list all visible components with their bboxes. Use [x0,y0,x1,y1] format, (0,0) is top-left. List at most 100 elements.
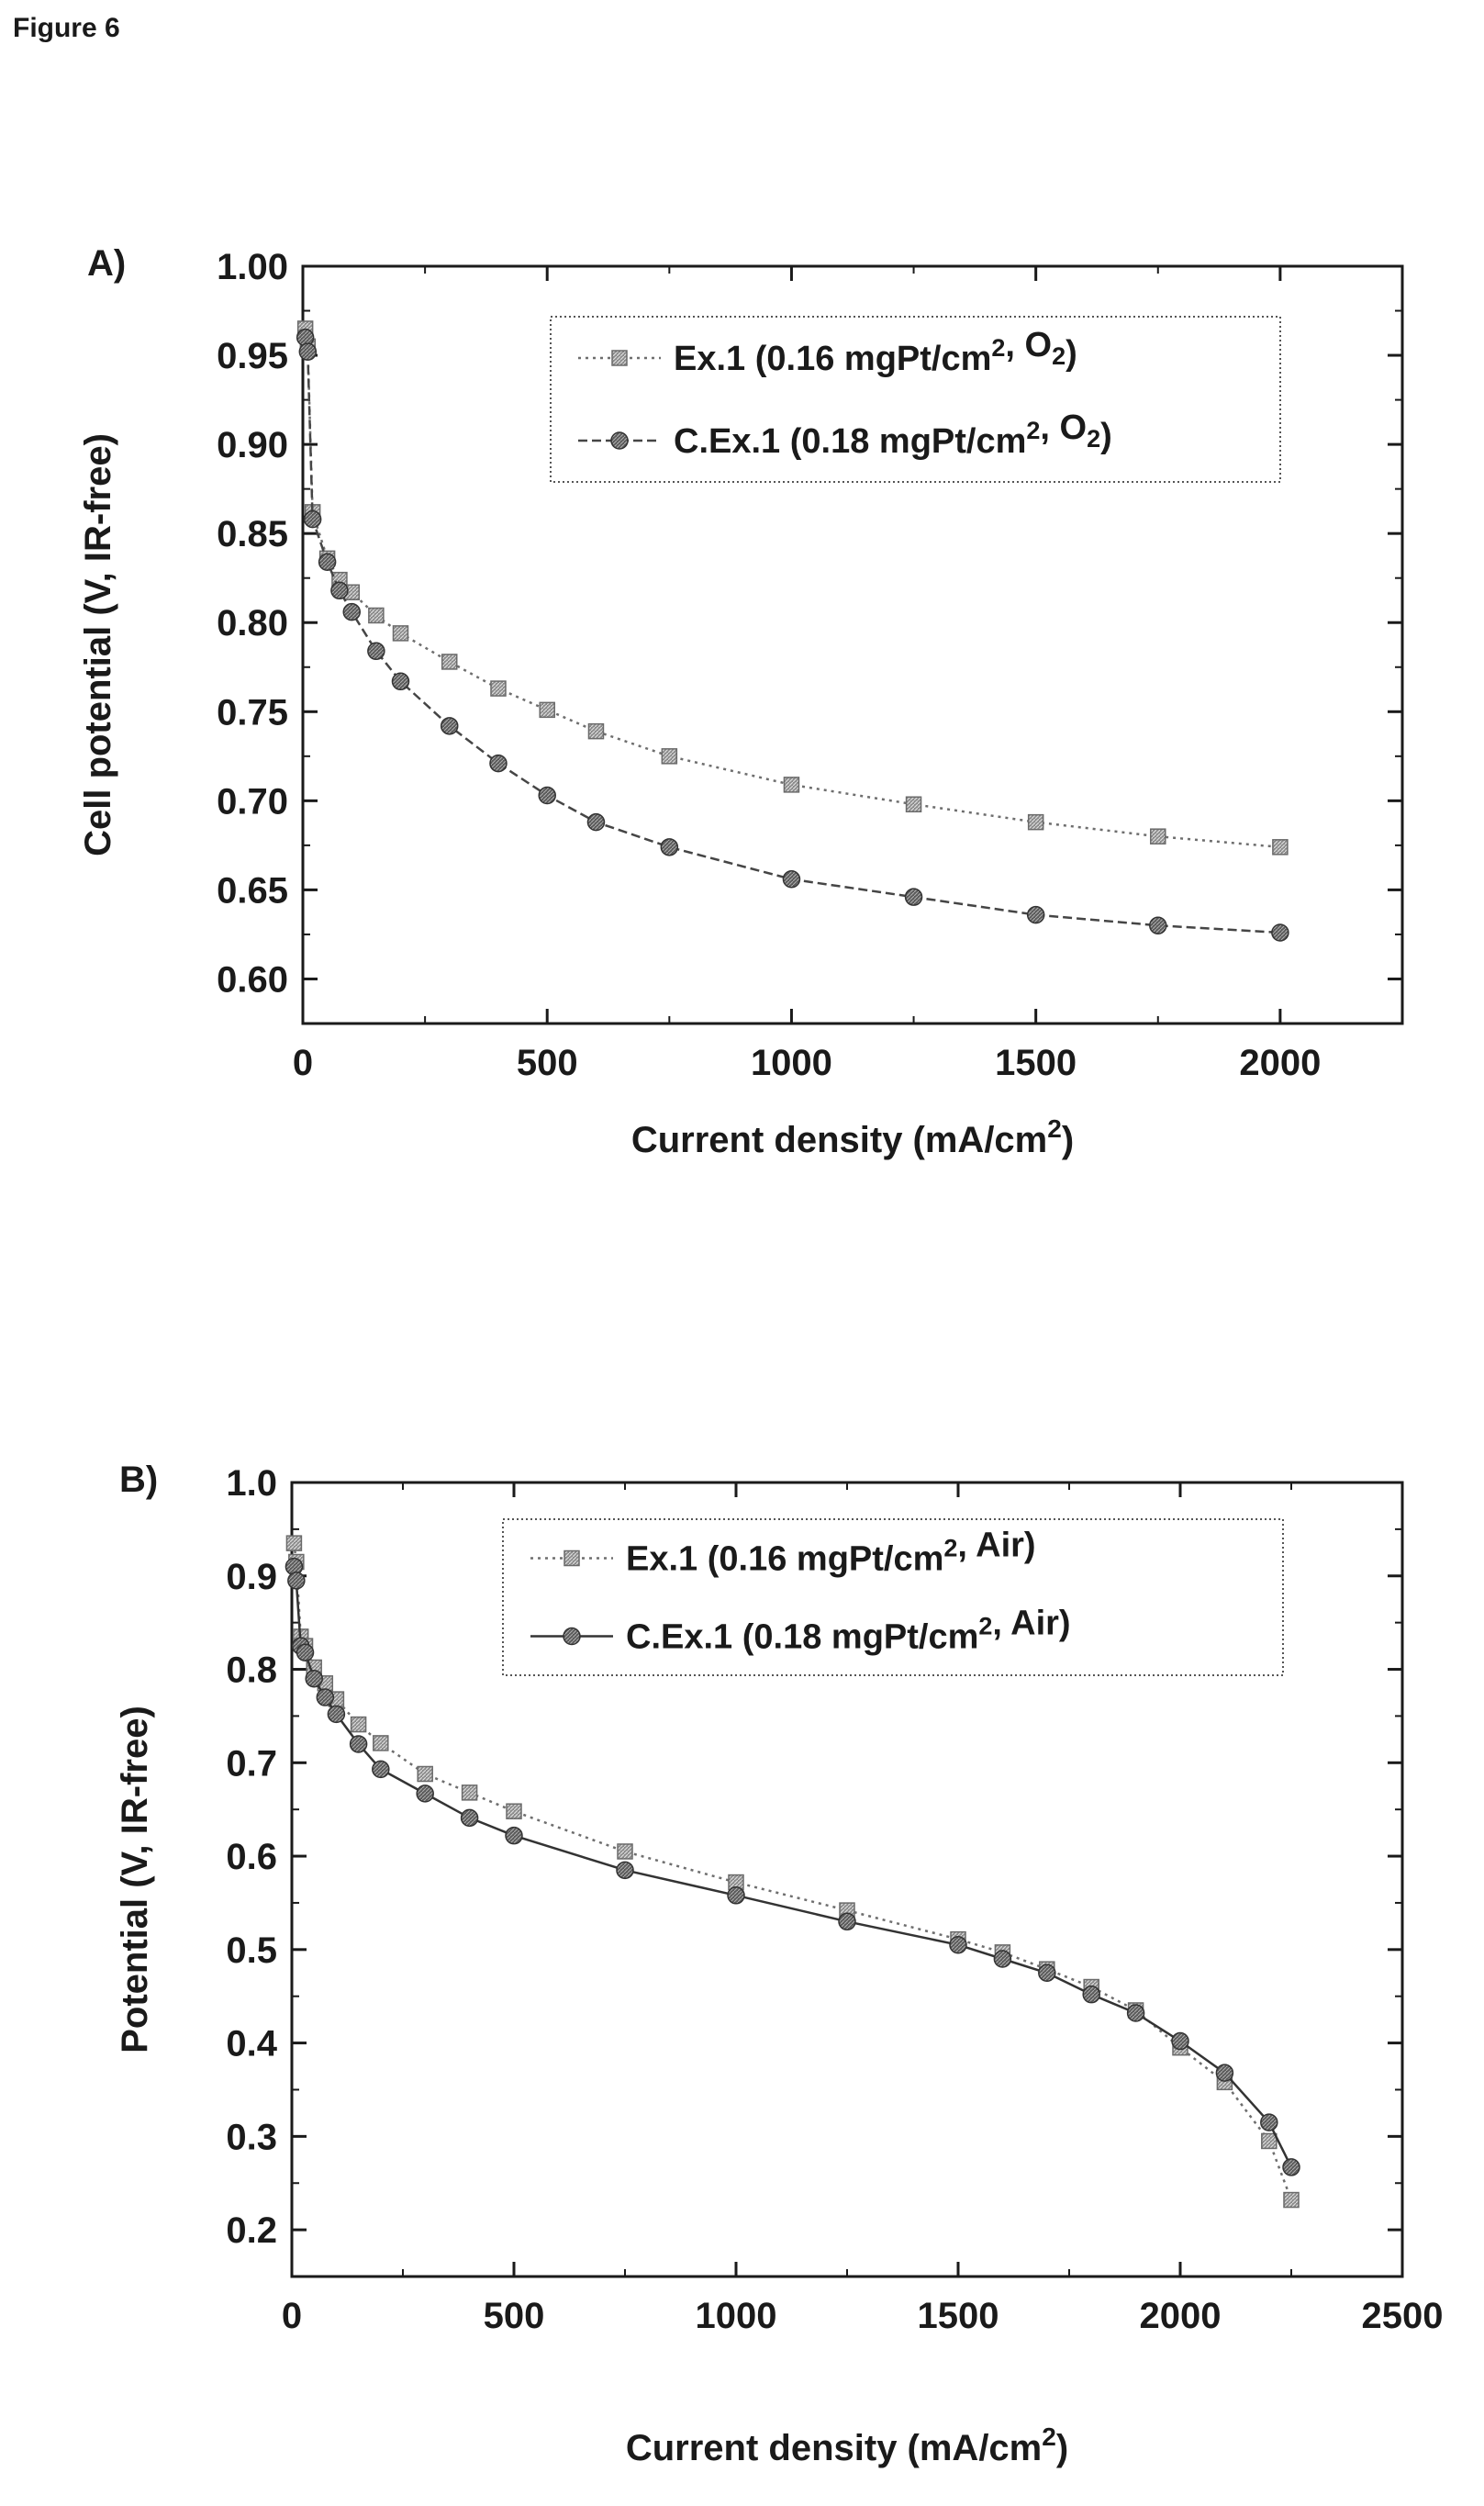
y-tick-label: 0.95 [217,336,288,376]
y-tick-label: 0.5 [226,1930,277,1971]
data-point [1171,2031,1189,2051]
data-point [489,754,508,773]
y-tick-label: 0.3 [226,2117,277,2157]
data-point [993,1950,1012,1968]
legend-marker [563,1549,580,1567]
legend-label: C.Ex.1 (0.18 mgPt/cm2, O2) [674,408,1112,461]
data-point [727,1886,745,1905]
data-point [373,1735,389,1751]
x-tick-label: 1000 [696,2296,777,2336]
legend: Ex.1 (0.16 mgPt/cm2, O2) C.Ex.1 (0.18 mgP… [550,316,1281,483]
data-point [1261,2132,1278,2150]
data-point [783,777,800,793]
y-tick-label: 0.2 [226,2210,277,2251]
data-point [368,607,385,624]
y-tick-label: 0.8 [226,1650,277,1691]
series-line [304,328,1281,849]
y-tick-label: 0.65 [217,870,288,911]
legend-label: Ex.1 (0.16 mgPt/cm2, Air) [626,1527,1036,1579]
y-tick-label: 0.9 [226,1557,277,1597]
data-point [505,1826,523,1845]
data-point [660,838,679,856]
x-tick-label: 2000 [1140,2296,1222,2336]
x-axis-title: Current density (mA/cm2) [631,1114,1074,1160]
x-tick-label: 1000 [751,1043,832,1083]
figure-label: Figure 6 [13,13,120,43]
legend-label: Ex.1 (0.16 mgPt/cm2, O2) [674,326,1077,378]
y-tick-label: 0.80 [217,603,288,643]
data-point [1026,905,1045,924]
data-point [616,1861,634,1880]
y-tick-label: 0.90 [217,425,288,465]
data-point [372,1760,390,1779]
data-point [587,722,605,740]
data-point [1215,2064,1234,2082]
chart-panel-a: 0.60 0.65 0.70 0.75 0.80 0.85 0.90 0.95 1.00 0 500… [78,243,1404,1160]
data-point [538,786,556,805]
series-cex1 [296,328,1289,942]
data-point [1149,916,1167,934]
data-point [416,1784,434,1803]
x-tick-label: 0 [293,1043,313,1083]
y-tick-label: 0.6 [226,1837,277,1877]
data-point [342,602,361,621]
data-point [1283,2191,1300,2209]
y-tick-label: 1.00 [217,247,288,287]
data-point [1150,828,1166,845]
y-axis-title: Cell potential (V, IR-free) [78,433,118,856]
y-axis-title: Potential (V, IR-free) [115,1706,155,2053]
data-point [287,1572,306,1590]
data-point [327,1705,346,1724]
data-point [782,870,801,889]
y-tick-label: 0.4 [226,2024,277,2064]
legend-marker [611,350,628,366]
legend-box [502,1518,1284,1676]
data-point [539,701,555,719]
data-point [417,1765,433,1783]
data-point [1126,2004,1145,2022]
data-point [506,1803,522,1819]
data-point [1260,2113,1278,2131]
data-point [441,654,458,670]
data-point [303,509,322,529]
x-tick-label: 2500 [1362,2296,1444,2336]
data-point [461,1784,478,1801]
legend-marker [563,1627,581,1646]
data-point [440,717,459,735]
series-line [304,337,1280,934]
data-point [298,342,318,361]
plot-frame [301,264,1404,1025]
y-tick-label: 0.7 [226,1743,277,1784]
data-point [1271,923,1289,942]
y-tick-label: 0.75 [217,692,288,733]
legend-box [550,316,1281,483]
y-tick-label: 0.60 [217,959,288,1000]
data-point [296,1643,315,1661]
y-tick-label: 0.70 [217,781,288,822]
series-cex1 [285,1557,1300,2176]
data-point [330,581,349,600]
panel-label: A) [87,243,126,284]
data-point [316,1688,335,1706]
data-point [838,1912,856,1931]
data-point [349,1735,368,1753]
data-point [905,796,922,812]
data-point [367,642,385,661]
legend: Ex.1 (0.16 mgPt/cm2, Air) C.Ex.1 (0.18 mg… [502,1518,1284,1676]
data-point [391,672,410,691]
data-point [586,812,606,832]
y-tick-label: 0.85 [217,514,288,554]
panel-label: B) [119,1460,158,1500]
legend-label: C.Ex.1 (0.18 mgPt/cm2, Air) [626,1605,1071,1657]
data-point [350,1716,367,1733]
data-point [1038,1963,1056,1983]
data-point [904,888,923,906]
x-tick-label: 1500 [918,2296,999,2336]
data-point [460,1808,479,1828]
x-tick-label: 2000 [1239,1043,1321,1083]
data-point [661,748,678,765]
chart-panel-b: 0.2 0.3 0.4 0.5 0.6 0.7 0.8 0.9 1.0 0 500 1000 1500 2… [115,1460,1443,2468]
x-tick-label: 1500 [995,1043,1077,1083]
y-tick-label: 1.0 [226,1463,277,1504]
